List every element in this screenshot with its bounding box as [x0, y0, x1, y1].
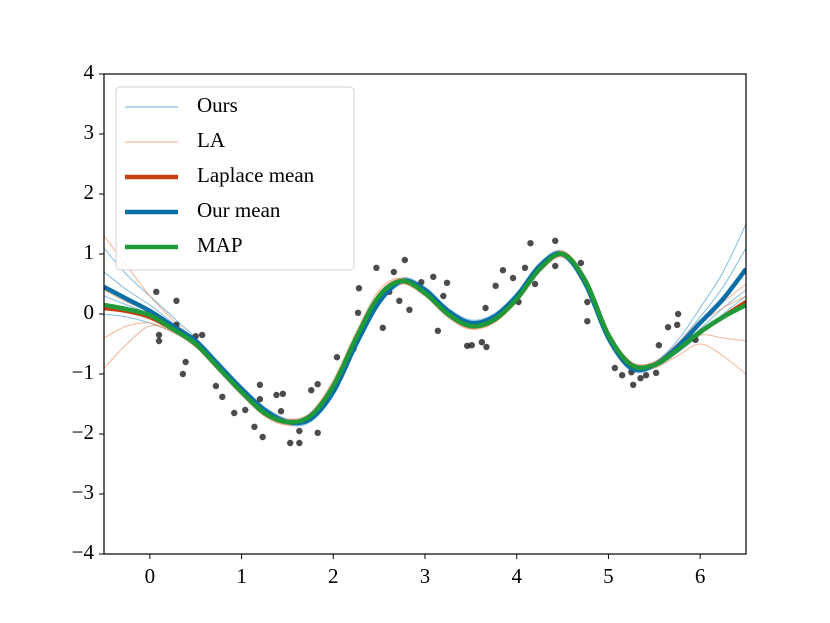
mean-line: [104, 251, 746, 425]
data-point: [492, 282, 499, 289]
sample-line: [104, 255, 746, 427]
data-point: [642, 372, 650, 379]
data-point: [155, 331, 163, 339]
data-point: [468, 342, 475, 349]
data-point: [418, 279, 425, 286]
data-point: [390, 268, 398, 276]
data-point: [584, 318, 591, 325]
data-point: [308, 387, 315, 394]
sample-line: [104, 256, 746, 426]
x-tick-label: 2: [328, 564, 339, 588]
data-point: [611, 364, 619, 372]
data-point: [286, 439, 294, 447]
data-point: [406, 306, 413, 313]
data-point: [483, 343, 490, 351]
data-point: [355, 285, 363, 292]
y-tick-label: 3: [84, 120, 95, 144]
data-point: [277, 408, 285, 415]
legend-label: Laplace mean: [197, 163, 315, 187]
data-point: [434, 327, 442, 334]
x-tick-label: 6: [695, 564, 706, 588]
data-point: [354, 309, 362, 316]
legend: Ours LA Laplace mean Our mean MAP: [115, 86, 355, 271]
data-point: [259, 433, 266, 441]
data-point: [478, 339, 486, 346]
legend-label: Our mean: [197, 198, 281, 222]
data-point: [256, 396, 264, 403]
data-point: [674, 310, 682, 318]
data-point: [173, 297, 180, 304]
data-point: [509, 274, 517, 282]
data-point: [219, 393, 226, 400]
mean-line: [104, 251, 746, 425]
data-point: [652, 369, 660, 376]
data-point: [664, 324, 672, 331]
data-point: [296, 439, 303, 447]
sample-line: [104, 256, 746, 426]
data-point: [179, 370, 187, 378]
legend-box: [115, 86, 355, 271]
y-tick-label: 1: [84, 240, 95, 264]
data-point: [577, 259, 585, 267]
x-tick-label: 4: [511, 564, 522, 588]
data-point: [373, 264, 380, 271]
data-point: [499, 267, 507, 274]
mean-line: [104, 251, 746, 426]
y-tick-label: −3: [72, 480, 94, 504]
data-point: [401, 256, 409, 264]
data-point: [242, 406, 249, 414]
legend-label: LA: [197, 128, 226, 152]
data-point: [531, 280, 539, 288]
data-point: [527, 240, 534, 247]
data-point: [552, 262, 559, 270]
data-point: [231, 409, 238, 417]
data-point: [443, 279, 451, 286]
data-point: [552, 237, 559, 244]
data-point: [182, 358, 189, 366]
data-point: [296, 427, 303, 435]
data-point: [379, 324, 387, 331]
data-point: [155, 337, 163, 345]
x-tick-label: 3: [420, 564, 431, 588]
data-point: [629, 381, 637, 388]
plot-area: [104, 223, 746, 447]
data-point: [637, 375, 644, 382]
y-tick-label: −4: [72, 540, 95, 564]
data-point: [430, 273, 437, 280]
y-tick-label: 0: [84, 300, 95, 324]
y-tick-label: −1: [72, 360, 94, 384]
data-point: [251, 423, 258, 430]
data-point: [584, 298, 591, 306]
data-point: [198, 331, 206, 339]
x-tick-label: 5: [603, 564, 614, 588]
data-point: [256, 381, 264, 388]
data-point: [314, 429, 321, 436]
data-point: [521, 264, 529, 271]
data-point: [674, 321, 681, 328]
data-point: [396, 297, 403, 304]
x-tick-label: 1: [236, 564, 247, 588]
data-point: [655, 342, 663, 349]
x-tick-label: 0: [145, 564, 156, 588]
data-point: [618, 372, 626, 379]
data-point: [482, 304, 489, 312]
y-tick-label: 4: [84, 60, 95, 84]
data-point: [440, 292, 447, 300]
data-point: [212, 382, 220, 390]
y-tick-label: −2: [72, 420, 94, 444]
data-point: [333, 354, 341, 361]
data-point: [153, 288, 160, 295]
data-point: [279, 390, 287, 397]
data-point: [273, 391, 280, 399]
sample-line: [104, 252, 746, 424]
data-point: [314, 381, 321, 388]
legend-label: Ours: [197, 93, 238, 117]
legend-label: MAP: [197, 233, 243, 257]
y-tick-label: 2: [84, 180, 95, 204]
